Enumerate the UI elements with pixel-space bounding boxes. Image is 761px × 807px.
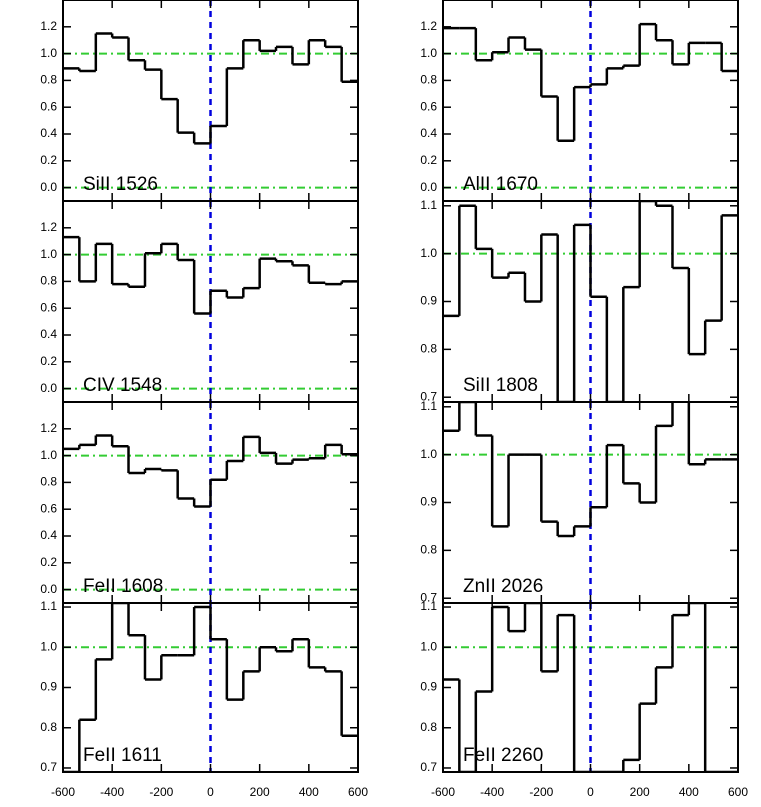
y-tick-label: 1.2	[40, 421, 57, 435]
y-tick-label: 0.2	[40, 153, 57, 167]
y-tick-label: 0.8	[420, 543, 437, 557]
y-tick-label: 1.2	[40, 220, 57, 234]
x-tick-label: -600	[51, 785, 75, 799]
x-tick-label: 0	[207, 785, 214, 799]
x-tick-label: 600	[348, 785, 368, 799]
y-tick-label: 1.2	[420, 19, 437, 33]
y-tick-label: 0.8	[420, 342, 437, 356]
y-tick-label: 0.8	[420, 720, 437, 734]
y-tick-label: 0.4	[40, 528, 57, 542]
y-tick-label: 1.1	[40, 599, 57, 613]
y-tick-label: 0.8	[40, 475, 57, 489]
y-tick-label: 0.0	[40, 180, 57, 194]
y-tick-label: 0.4	[40, 126, 57, 140]
y-tick-label: 1.0	[40, 639, 57, 653]
panel-label: ZnII 2026	[463, 576, 543, 597]
panel-label: FeII 1608	[83, 576, 163, 597]
y-tick-label: 0.4	[420, 126, 437, 140]
y-tick-label: 0.8	[40, 720, 57, 734]
y-tick-label: 0.6	[420, 99, 437, 113]
x-tick-label: 400	[679, 785, 699, 799]
panel	[63, 603, 358, 772]
y-tick-label: 1.0	[420, 246, 437, 260]
y-tick-label: 1.1	[420, 198, 437, 212]
y-tick-label: 0.4	[40, 327, 57, 341]
panel	[63, 402, 358, 603]
x-tick-label: 400	[299, 785, 319, 799]
panel-label: CIV 1548	[83, 375, 162, 396]
y-tick-label: 0.9	[420, 495, 437, 509]
y-tick-label: 0.9	[40, 680, 57, 694]
y-tick-label: 1.1	[420, 599, 437, 613]
y-tick-label: 0.7	[420, 590, 437, 604]
panel	[443, 402, 738, 603]
y-tick-label: 0.0	[40, 381, 57, 395]
panel-label: SiII 1808	[463, 375, 538, 396]
y-tick-label: 0.0	[40, 582, 57, 596]
x-tick-label: -400	[100, 785, 124, 799]
y-tick-label: 0.6	[40, 99, 57, 113]
panel	[443, 0, 738, 201]
x-tick-label: 200	[250, 785, 270, 799]
y-tick-label: 0.7	[40, 760, 57, 774]
x-tick-label: 200	[630, 785, 650, 799]
y-tick-label: 1.0	[40, 247, 57, 261]
y-tick-label: 1.0	[420, 639, 437, 653]
y-tick-label: 1.0	[40, 448, 57, 462]
panel	[63, 201, 358, 402]
y-tick-label: 0.2	[40, 555, 57, 569]
panel-label: AlII 1670	[463, 174, 538, 195]
panel	[443, 201, 738, 402]
panel-label: SiII 1526	[83, 174, 158, 195]
y-tick-label: 1.0	[40, 46, 57, 60]
y-tick-label: 0.0	[420, 180, 437, 194]
y-tick-label: 0.8	[40, 73, 57, 87]
y-tick-label: 1.0	[420, 46, 437, 60]
y-tick-label: 0.6	[40, 300, 57, 314]
x-tick-label: -200	[149, 785, 173, 799]
x-tick-label: -200	[529, 785, 553, 799]
y-tick-label: 0.7	[420, 389, 437, 403]
panel	[443, 603, 738, 772]
x-tick-label: -600	[431, 785, 455, 799]
x-tick-label: 0	[587, 785, 594, 799]
y-tick-label: 0.7	[420, 760, 437, 774]
x-tick-label: 600	[728, 785, 748, 799]
y-tick-label: 0.2	[40, 354, 57, 368]
panel-label: FeII 1611	[83, 745, 162, 766]
y-tick-label: 0.9	[420, 680, 437, 694]
y-tick-label: 0.8	[420, 73, 437, 87]
y-tick-label: 0.8	[40, 274, 57, 288]
y-tick-label: 0.2	[420, 153, 437, 167]
y-tick-label: 1.2	[40, 19, 57, 33]
panel	[63, 0, 358, 201]
y-tick-label: 0.9	[420, 294, 437, 308]
y-tick-label: 1.1	[420, 399, 437, 413]
panel-label: FeII 2260	[463, 745, 543, 766]
y-tick-label: 1.0	[420, 447, 437, 461]
y-tick-label: 0.6	[40, 501, 57, 515]
x-tick-label: -400	[480, 785, 504, 799]
